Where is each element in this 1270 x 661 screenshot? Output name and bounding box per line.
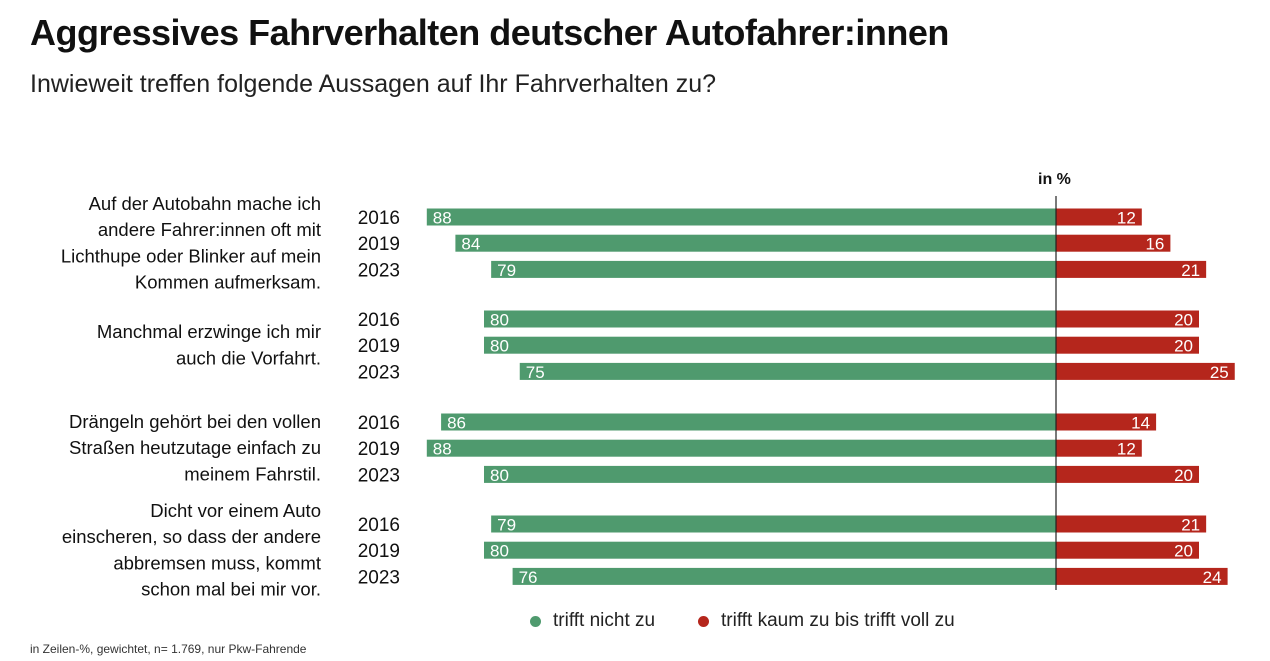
- year-label: 2019: [358, 234, 400, 255]
- bar-trifft-zu: [1056, 260, 1207, 278]
- bar-trifft-zu: [1056, 413, 1157, 431]
- bar-trifft-nicht-zu: [491, 515, 1056, 533]
- bar-trifft-zu: [1056, 541, 1199, 559]
- statement-line: schon mal bei mir vor.: [141, 579, 321, 600]
- statement-line: einscheren, so dass der andere: [62, 526, 321, 547]
- bar-trifft-zu: [1056, 208, 1142, 226]
- data-label-trifft-nicht-zu: 80: [490, 337, 509, 356]
- statement-line: Straßen heutzutage einfach zu: [69, 437, 321, 458]
- bar-trifft-zu: [1056, 465, 1199, 483]
- bar-trifft-nicht-zu: [484, 465, 1056, 483]
- year-label: 2016: [358, 208, 400, 229]
- year-label: 2019: [358, 439, 400, 460]
- year-label: 2023: [358, 362, 400, 383]
- data-label-trifft-zu: 12: [1117, 440, 1136, 459]
- statement-line: Drängeln gehört bei den vollen: [69, 411, 321, 432]
- data-label-trifft-nicht-zu: 80: [490, 311, 509, 330]
- data-label-trifft-zu: 21: [1181, 516, 1200, 535]
- bar-trifft-zu: [1056, 234, 1171, 252]
- data-label-trifft-nicht-zu: 79: [497, 261, 516, 280]
- legend-label-applicable: trifft kaum zu bis trifft voll zu: [721, 610, 955, 631]
- red-legend-dot: [698, 615, 709, 627]
- bar-trifft-nicht-zu: [484, 541, 1056, 559]
- unit-label: in %: [1038, 171, 1071, 188]
- bar-trifft-zu: [1056, 336, 1199, 354]
- data-label-trifft-nicht-zu: 75: [526, 363, 545, 382]
- data-label-trifft-nicht-zu: 80: [490, 466, 509, 485]
- bar-trifft-nicht-zu: [484, 310, 1056, 328]
- chart-title: Aggressives Fahrverhalten deutscher Auto…: [30, 12, 949, 53]
- year-label: 2019: [358, 541, 400, 562]
- data-label-trifft-zu: 20: [1174, 311, 1193, 330]
- data-label-trifft-nicht-zu: 80: [490, 542, 509, 561]
- statement-line: Lichthupe oder Blinker auf mein: [61, 245, 321, 266]
- bar-trifft-zu: [1056, 515, 1207, 533]
- statement-line: Manchmal erzwinge ich mir: [97, 321, 321, 342]
- statement-line: abbremsen muss, kommt: [113, 552, 321, 573]
- data-label-trifft-zu: 20: [1174, 466, 1193, 485]
- year-label: 2019: [358, 336, 400, 357]
- legend-label-not-applicable: trifft nicht zu: [553, 610, 656, 631]
- green-legend-dot: [530, 615, 541, 627]
- data-label-trifft-zu: 12: [1117, 209, 1136, 228]
- bar-trifft-nicht-zu: [426, 208, 1056, 226]
- year-label: 2023: [358, 567, 400, 588]
- footnote: in Zeilen-%, gewichtet, n= 1.769, nur Pk…: [30, 642, 307, 656]
- data-label-trifft-zu: 25: [1210, 363, 1229, 382]
- data-label-trifft-nicht-zu: 84: [461, 235, 480, 254]
- statement-line: Auf der Autobahn mache ich: [89, 193, 321, 214]
- data-label-trifft-zu: 20: [1174, 542, 1193, 561]
- data-label-trifft-nicht-zu: 88: [433, 209, 452, 228]
- year-label: 2023: [358, 465, 400, 486]
- bar-trifft-nicht-zu: [441, 413, 1057, 431]
- year-label: 2016: [358, 310, 400, 331]
- bar-trifft-nicht-zu: [484, 336, 1056, 354]
- bar-trifft-nicht-zu: [455, 234, 1056, 252]
- bar-trifft-zu: [1056, 310, 1199, 328]
- statement-line: Kommen aufmerksam.: [135, 272, 321, 293]
- bar-trifft-nicht-zu: [519, 362, 1056, 380]
- bar-trifft-zu: [1056, 362, 1235, 380]
- data-label-trifft-zu: 20: [1174, 337, 1193, 356]
- data-label-trifft-zu: 14: [1131, 414, 1150, 433]
- bar-trifft-nicht-zu: [512, 567, 1056, 585]
- bar-trifft-zu: [1056, 567, 1228, 585]
- bar-trifft-nicht-zu: [426, 439, 1056, 457]
- bar-trifft-nicht-zu: [491, 260, 1056, 278]
- data-label-trifft-zu: 21: [1181, 261, 1200, 280]
- data-label-trifft-nicht-zu: 86: [447, 414, 466, 433]
- data-label-trifft-nicht-zu: 76: [519, 568, 538, 587]
- statement-line: auch die Vorfahrt.: [176, 347, 321, 368]
- legend-item-not-applicable: trifft nicht zu: [530, 610, 655, 632]
- data-label-trifft-zu: 16: [1145, 235, 1164, 254]
- data-label-trifft-nicht-zu: 88: [433, 440, 452, 459]
- statement-line: Dicht vor einem Auto: [150, 500, 321, 521]
- year-label: 2016: [358, 413, 400, 434]
- data-label-trifft-zu: 24: [1203, 568, 1222, 587]
- statement-line: meinem Fahrstil.: [184, 463, 321, 484]
- data-label-trifft-nicht-zu: 79: [497, 516, 516, 535]
- bar-trifft-zu: [1056, 439, 1142, 457]
- year-label: 2016: [358, 515, 400, 536]
- year-label: 2023: [358, 260, 400, 281]
- legend-item-applicable: trifft kaum zu bis trifft voll zu: [698, 610, 955, 632]
- chart-subtitle: Inwieweit treffen folgende Aussagen auf …: [30, 70, 717, 98]
- statement-line: andere Fahrer:innen oft mit: [98, 219, 321, 240]
